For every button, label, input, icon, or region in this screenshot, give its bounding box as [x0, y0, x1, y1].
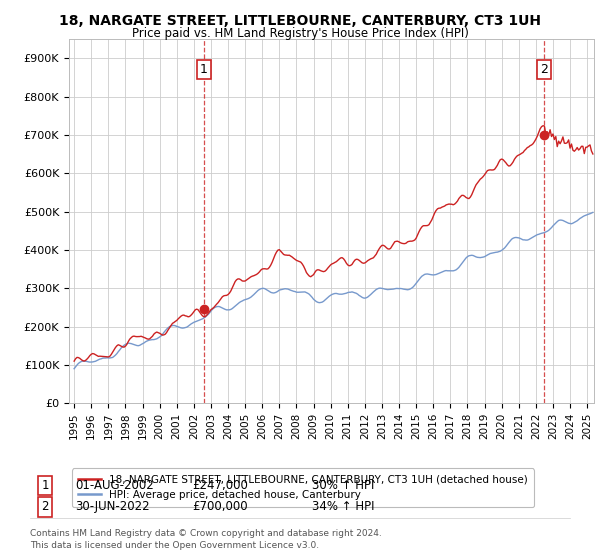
Text: Price paid vs. HM Land Registry's House Price Index (HPI): Price paid vs. HM Land Registry's House …: [131, 27, 469, 40]
Text: Contains HM Land Registry data © Crown copyright and database right 2024.
This d: Contains HM Land Registry data © Crown c…: [30, 529, 382, 550]
Text: £700,000: £700,000: [192, 500, 248, 514]
Text: 30% ↑ HPI: 30% ↑ HPI: [312, 479, 374, 492]
Text: 2: 2: [541, 63, 548, 76]
Legend: 18, NARGATE STREET, LITTLEBOURNE, CANTERBURY, CT3 1UH (detached house), HPI: Ave: 18, NARGATE STREET, LITTLEBOURNE, CANTER…: [71, 469, 534, 507]
Text: 2: 2: [41, 500, 49, 514]
Text: 30-JUN-2022: 30-JUN-2022: [75, 500, 149, 514]
Text: 1: 1: [41, 479, 49, 492]
Text: 01-AUG-2002: 01-AUG-2002: [75, 479, 154, 492]
Text: 18, NARGATE STREET, LITTLEBOURNE, CANTERBURY, CT3 1UH: 18, NARGATE STREET, LITTLEBOURNE, CANTER…: [59, 14, 541, 28]
Text: 1: 1: [200, 63, 208, 76]
Text: 34% ↑ HPI: 34% ↑ HPI: [312, 500, 374, 514]
Text: £247,000: £247,000: [192, 479, 248, 492]
